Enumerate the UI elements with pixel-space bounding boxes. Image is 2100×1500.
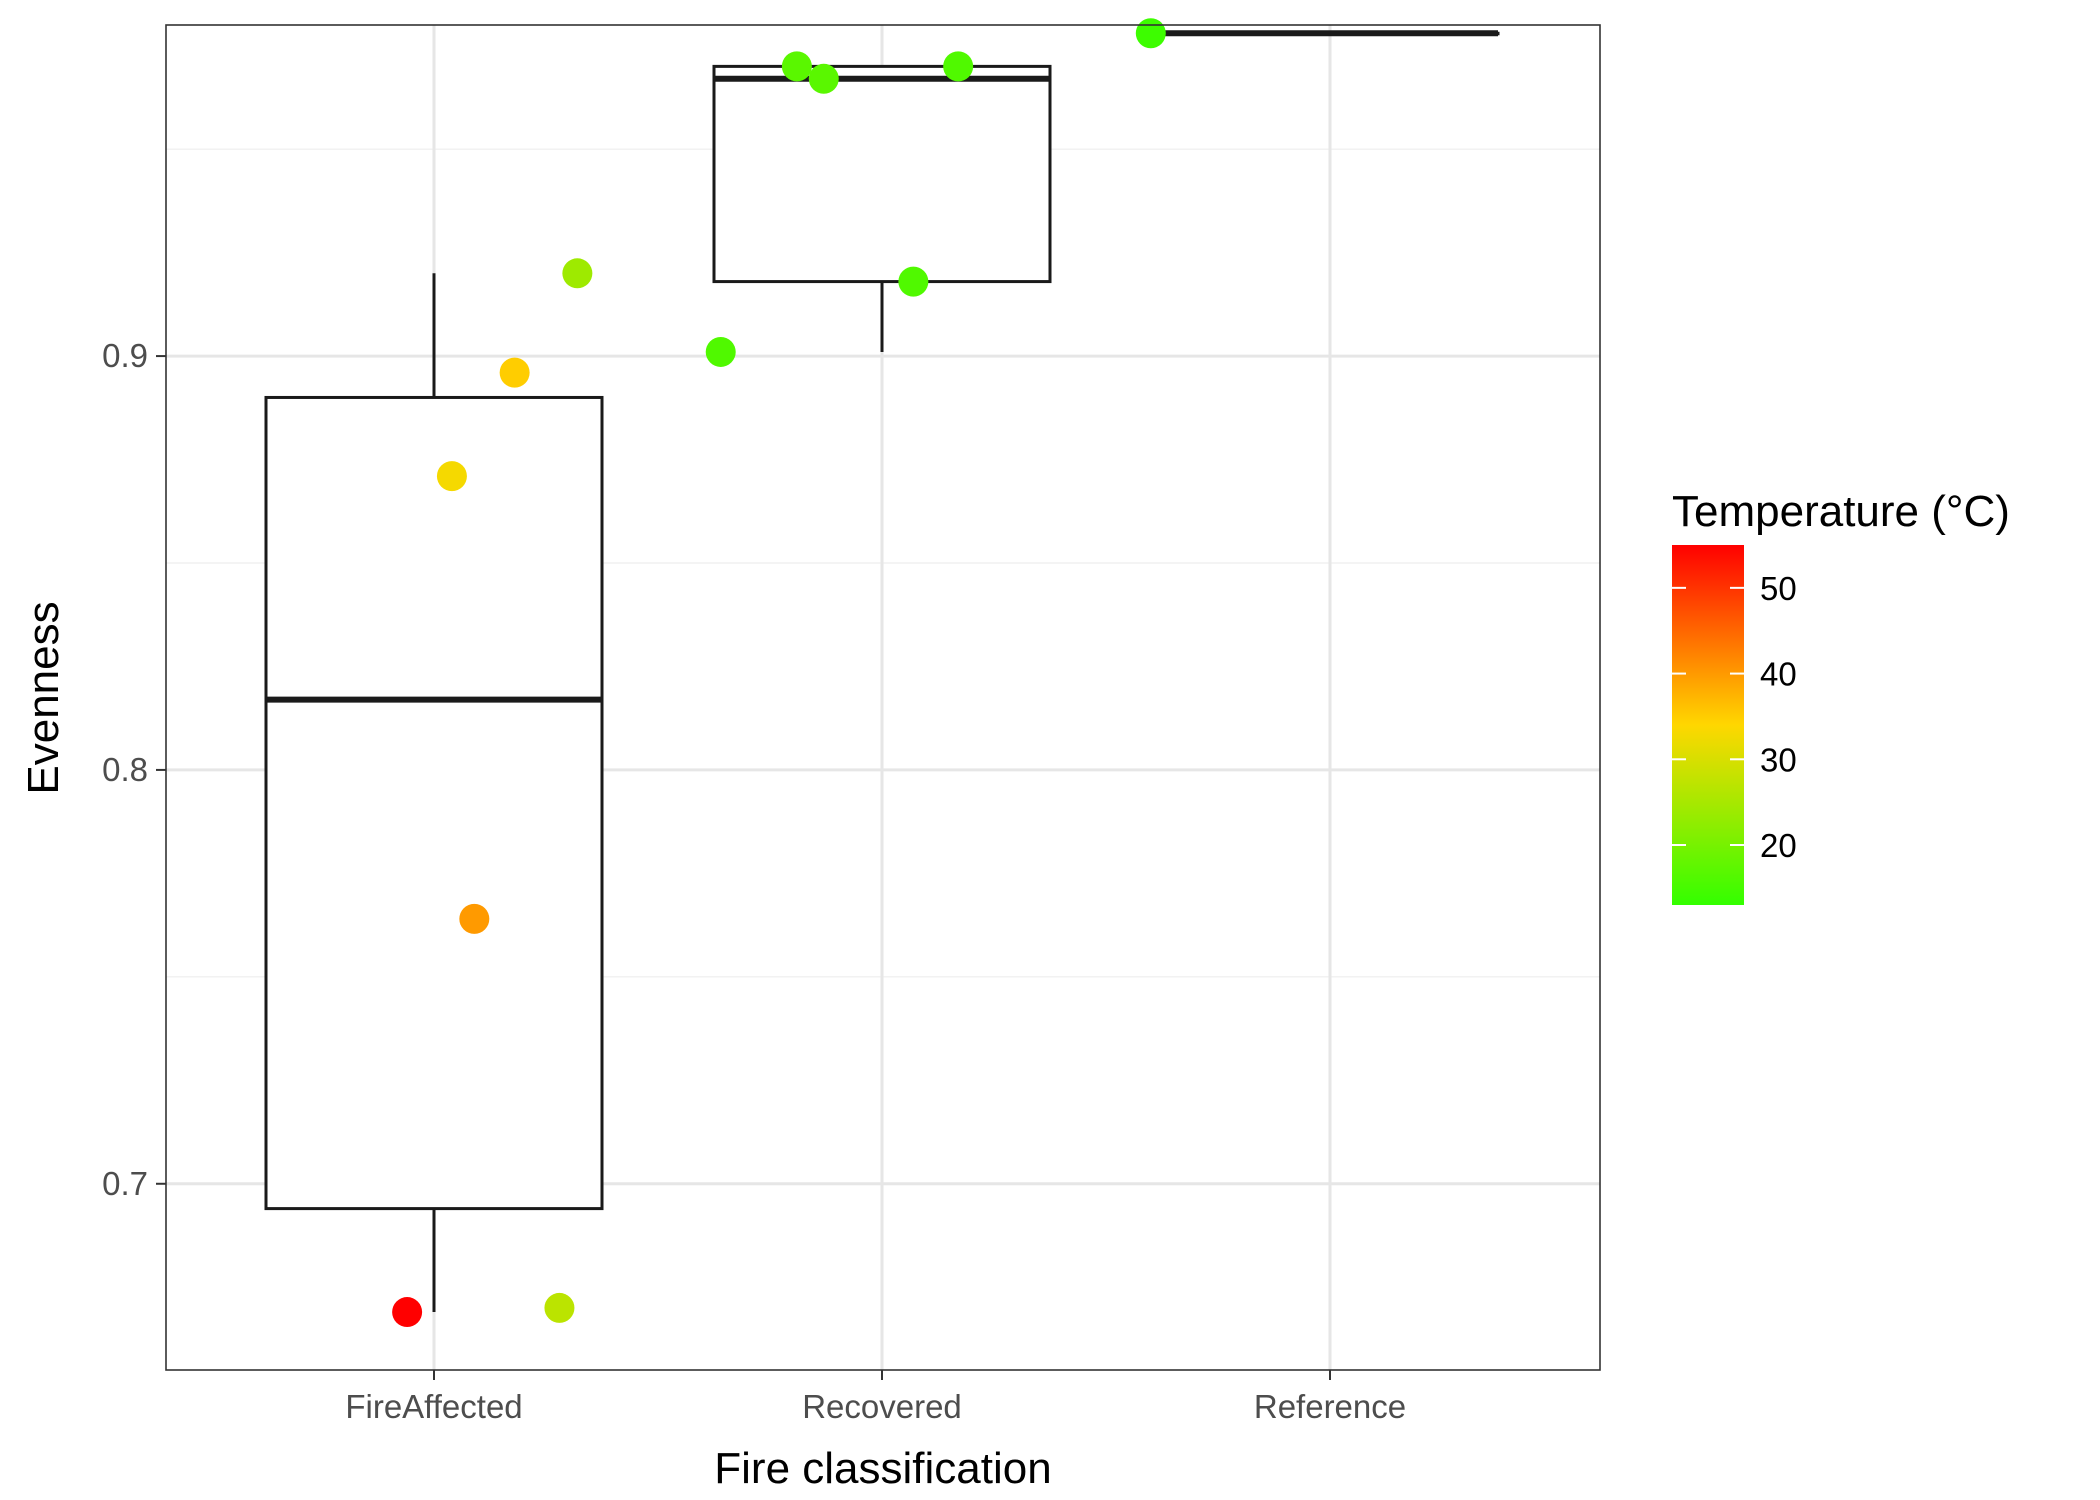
- data-point: [499, 357, 530, 388]
- legend-tick-label: 30: [1760, 741, 1797, 778]
- x-tick-label: Reference: [1254, 1388, 1406, 1425]
- y-tick-label: 0.7: [102, 1165, 148, 1202]
- data-point: [562, 258, 593, 289]
- data-point: [781, 51, 812, 82]
- boxplot-recovered: [712, 64, 1052, 352]
- legend-tick-label: 20: [1760, 827, 1797, 864]
- x-tick-label: Recovered: [802, 1388, 962, 1425]
- legend-tick-label: 50: [1760, 570, 1797, 607]
- data-point: [459, 903, 490, 934]
- boxplot-fireaffected: [264, 273, 604, 1313]
- data-points: [392, 18, 1166, 1328]
- y-tick-label: 0.9: [102, 337, 148, 374]
- box-iqr: [264, 395, 604, 1211]
- axes: 0.7 0.8 0.9 FireAffected Recovered Reference: [102, 337, 1406, 1425]
- boxplots: [264, 30, 1500, 1313]
- boxplot-reference: [1160, 30, 1500, 37]
- data-point: [544, 1292, 575, 1323]
- legend-colorbar: [1672, 545, 1744, 905]
- legend: Temperature (°C) 20 30 40 50: [1672, 487, 2010, 905]
- data-point: [808, 63, 839, 94]
- data-point: [898, 266, 929, 297]
- x-tick-label: FireAffected: [345, 1388, 522, 1425]
- y-tick-label: 0.8: [102, 751, 148, 788]
- legend-title: Temperature (°C): [1672, 487, 2010, 536]
- data-point: [436, 461, 467, 492]
- y-axis-title: Evenness: [19, 601, 68, 794]
- x-axis-title: Fire classification: [714, 1444, 1051, 1493]
- data-point: [1135, 18, 1166, 49]
- data-point: [705, 336, 736, 367]
- legend-tick-label: 40: [1760, 656, 1797, 693]
- data-point: [943, 51, 974, 82]
- data-point: [392, 1297, 423, 1328]
- box-iqr: [712, 64, 1052, 284]
